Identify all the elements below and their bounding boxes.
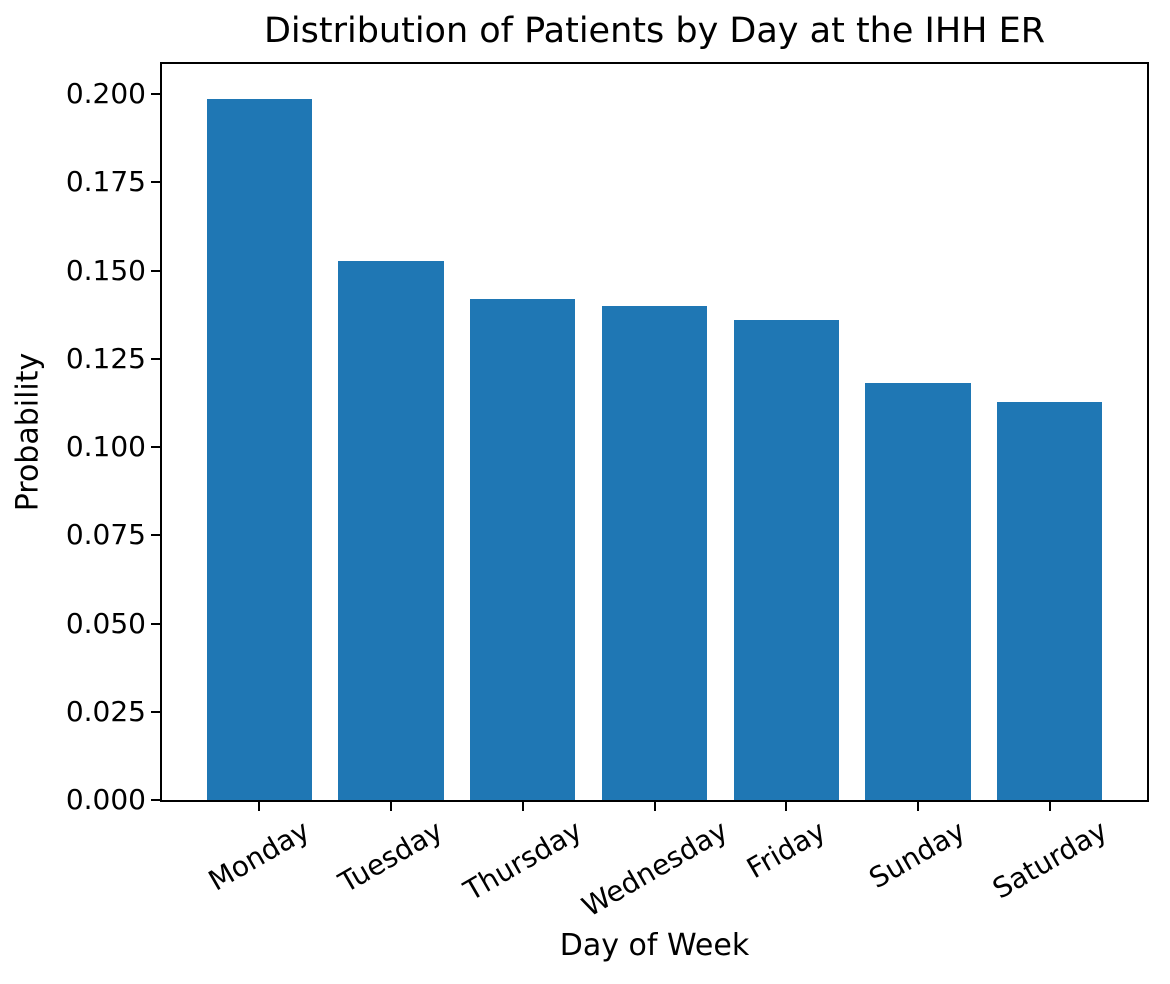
y-tick-label: 0.025 [65, 694, 146, 728]
bar-saturday [996, 401, 1103, 800]
x-tick-label-friday: Friday [740, 814, 831, 886]
x-tick-mark [390, 802, 393, 811]
x-tick-label-tuesday: Tuesday [333, 814, 449, 900]
bar-tuesday [338, 260, 444, 800]
y-tick-mark [151, 93, 160, 95]
y-tick-mark [151, 357, 160, 360]
y-tick-mark [151, 269, 160, 272]
y-tick-label: 0.175 [65, 165, 146, 199]
chart-title: Distribution of Patients by Day at the I… [263, 11, 1046, 51]
x-tick-label-sunday: Sunday [863, 814, 972, 896]
plot-area [160, 62, 1149, 802]
x-tick-label-thursday: Thursday [458, 813, 588, 908]
y-tick-label: 0.150 [65, 253, 146, 287]
bars-container [162, 64, 1147, 800]
x-tick-mark [653, 802, 656, 811]
y-tick-label: 0.000 [65, 783, 146, 816]
y-tick-mark [151, 799, 160, 801]
y-tick-label: 0.075 [65, 518, 146, 552]
x-tick-mark [521, 802, 524, 811]
y-tick-mark [151, 534, 160, 537]
y-tick-mark [151, 622, 160, 625]
x-tick-label-wednesday: Wednesday [575, 813, 733, 924]
bar-wednesday [601, 305, 708, 800]
x-tick-label-saturday: Saturday [986, 813, 1113, 906]
y-tick-mark [151, 181, 160, 184]
bar-friday [733, 319, 839, 800]
x-axis-label: Day of Week [559, 928, 750, 963]
x-tick-mark [916, 802, 919, 811]
bar-sunday [865, 383, 971, 800]
y-tick-mark [151, 446, 160, 448]
x-tick-mark [785, 802, 788, 811]
x-tick-mark [258, 802, 261, 811]
x-tick-mark [1048, 802, 1051, 811]
y-tick-label: 0.100 [65, 430, 146, 463]
x-tick-label-monday: Monday [202, 814, 316, 898]
y-tick-label: 0.050 [65, 606, 146, 640]
bar-thursday [470, 298, 576, 800]
y-tick-mark [151, 710, 160, 713]
y-tick-label: 0.125 [65, 341, 146, 375]
bar-monday [206, 99, 313, 800]
y-tick-label: 0.200 [65, 77, 146, 110]
